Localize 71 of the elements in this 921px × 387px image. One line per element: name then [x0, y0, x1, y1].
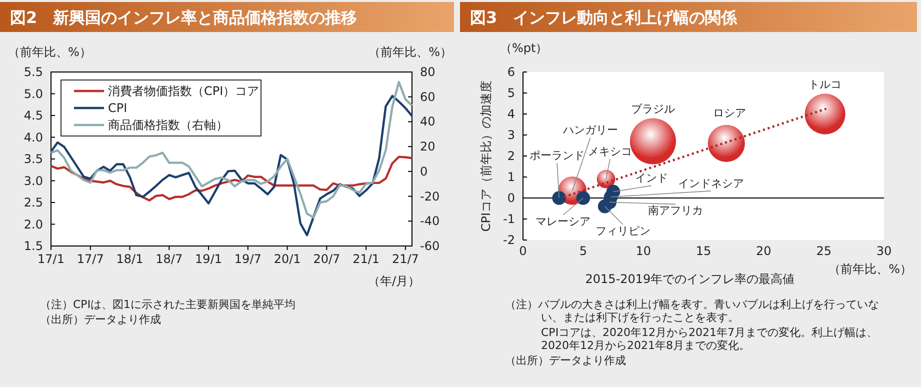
- y-axis-title: （前年比、%）: [8, 45, 92, 59]
- annotation: メキシコ: [588, 145, 632, 158]
- x-tick-label: 17/1: [38, 252, 64, 266]
- y-tick-label: -1: [503, 212, 515, 226]
- y2-tick-label: 0: [420, 164, 428, 178]
- text: （注）バブルの大きさは利上げ幅を表す。青いバブルは利上げを行っていない、または利下げを行ったことを表す。: [505, 298, 880, 324]
- text: （出所）データより作成: [505, 354, 627, 367]
- legend-label: 消費者物価指数（CPI）コア: [108, 84, 260, 98]
- annotation: 南アフリカ: [648, 204, 704, 218]
- y-tick-label: 2.5: [24, 196, 43, 210]
- annotation: インドネシア: [678, 176, 744, 190]
- y-tick-label: 2.0: [24, 217, 43, 232]
- x-tick-label: 20/1: [274, 252, 301, 266]
- annotation: ハンガリー: [562, 124, 618, 137]
- y-tick-label: 6: [507, 65, 515, 79]
- y2-tick-label: 60: [420, 90, 436, 104]
- text: （前年比、%）: [828, 262, 912, 276]
- x-tick-label: 5: [579, 244, 587, 258]
- y-tick-label: 3.5: [24, 152, 43, 166]
- x-tick-label: 18/1: [116, 252, 144, 266]
- y-tick-label: 5: [507, 86, 515, 100]
- y-tick-label: 2: [507, 149, 515, 163]
- text: （注）CPIは、図1に示された主要新興国を単純平均: [40, 298, 297, 311]
- x-tick-label: 21/1: [352, 252, 380, 266]
- annotation: トルコ: [808, 78, 842, 91]
- x-tick-label: 15: [696, 244, 712, 258]
- annotation: ブラジル: [630, 102, 675, 116]
- y-tick-label: 3: [507, 128, 515, 142]
- x-tick-label: 18/7: [156, 252, 183, 266]
- y2-tick-label: 80: [420, 65, 436, 79]
- y2-tick-label: -60: [420, 239, 440, 253]
- annotation: ロシア: [712, 106, 746, 120]
- x-axis-title: 2015-2019年でのインフレ率の最高値: [585, 272, 795, 286]
- x-tick-label: 20: [756, 244, 772, 258]
- y-tick-label: 4: [507, 107, 515, 121]
- annotation: マレーシア: [536, 215, 591, 228]
- text: （出所）データより作成: [40, 313, 162, 326]
- y-tick-label: 1.5: [24, 239, 43, 253]
- chart-title: 図2 新興国のインフレ率と商品価格指数の推移: [10, 8, 358, 27]
- annotation: ポーランド: [530, 149, 585, 162]
- annotation: フィリピン: [595, 224, 650, 238]
- annotation: インド: [634, 172, 668, 185]
- x-tick-label: 30: [876, 244, 892, 258]
- y-tick-label: 3.0: [24, 174, 43, 188]
- y-tick-label: -2: [503, 233, 515, 247]
- x-tick-label: 21/7: [392, 252, 419, 266]
- x-axis-title: （年/月）: [368, 274, 420, 288]
- y-tick-label: 1: [507, 170, 515, 184]
- y2-tick-label: -40: [420, 214, 440, 228]
- y2-tick-label: 20: [420, 140, 436, 154]
- y2-axis-title: （前年比、%）: [368, 45, 452, 59]
- text: （%pt）: [500, 41, 548, 55]
- y-tick-label: 5.0: [24, 86, 43, 101]
- legend-label: 商品価格指数（右軸）: [108, 118, 228, 132]
- y-tick-label: 5.5: [24, 65, 43, 79]
- x-tick-label: 10: [636, 244, 651, 258]
- x-tick-label: 19/7: [234, 252, 262, 266]
- x-tick-label: 20/7: [313, 252, 340, 266]
- chart-title: 図3 インフレ動向と利上げ幅の関係: [470, 8, 738, 27]
- legend-label: CPI: [108, 101, 128, 115]
- text: CPIコアは、2020年12月から2021年7月までの変化。利上げ幅は、2020年12月から2021年8月までの変化。: [540, 326, 879, 352]
- x-tick-label: 0: [519, 244, 527, 258]
- x-tick-label: 19/1: [195, 252, 222, 266]
- x-tick-label: 17/7: [76, 252, 104, 266]
- y-axis-title: CPIコア（前年比）の加速度: [479, 80, 493, 232]
- y-tick-label: 0: [507, 191, 515, 205]
- y2-tick-label: 40: [420, 114, 436, 129]
- y-tick-label: 4.5: [24, 108, 43, 122]
- y2-tick-label: -20: [420, 189, 440, 204]
- y-tick-label: 4.0: [24, 130, 43, 144]
- x-tick-label: 25: [816, 244, 832, 258]
